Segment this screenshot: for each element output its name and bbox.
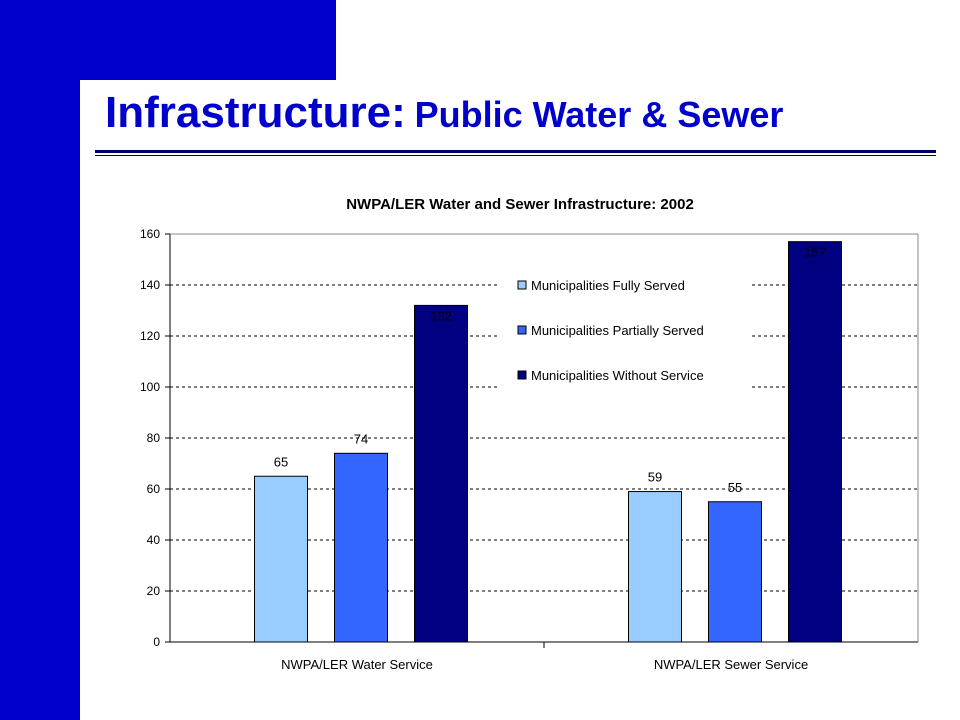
y-tick-label: 160 (140, 227, 160, 241)
y-tick-label: 60 (147, 482, 161, 496)
legend-background (498, 266, 750, 392)
legend-swatch (517, 280, 527, 290)
y-tick-label: 100 (140, 380, 160, 394)
slide-title: Infrastructure: Public Water & Sewer (105, 88, 783, 138)
title-rule-thin (95, 155, 936, 156)
data-label: 65 (274, 454, 288, 469)
axis-layer: 0 20 40 60 80 100 120 140 160 NWPA/LER Water Serv… (140, 227, 919, 672)
y-tick-label: 140 (140, 278, 160, 292)
slide-title-sub: Public Water & Sewer (414, 94, 784, 135)
y-tick-label: 20 (147, 584, 161, 598)
chart-title: NWPA/LER Water and Sewer Infrastructure:… (346, 196, 694, 213)
legend: Municipalities Fully Served Municipalitie… (498, 266, 750, 392)
y-tick-label: 120 (140, 329, 160, 343)
x-tick-label: NWPA/LER Sewer Service (654, 657, 808, 672)
legend-label: Municipalities Without Service (531, 368, 704, 383)
data-label: 157 (804, 245, 826, 260)
title-rule-thick (95, 150, 936, 153)
legend-label: Municipalities Partially Served (531, 323, 704, 338)
top-blue-block (0, 0, 336, 80)
bars-layer: 65 74 132 59 55 157 (254, 241, 842, 643)
bar (334, 452, 388, 643)
y-tick-label: 80 (147, 431, 161, 445)
bar (414, 304, 468, 643)
x-tick-label: NWPA/LER Water Service (281, 657, 433, 672)
data-label: 59 (648, 470, 662, 485)
data-label: 55 (728, 480, 742, 495)
bar (628, 491, 682, 643)
slide-title-main: Infrastructure: (105, 88, 406, 137)
y-tick-label: 0 (153, 635, 160, 649)
legend-swatch (517, 325, 527, 335)
bar (708, 501, 762, 643)
left-blue-bar (0, 0, 80, 720)
bar (254, 475, 308, 643)
legend-swatch (517, 370, 527, 380)
data-label: 74 (354, 431, 368, 446)
data-label: 132 (430, 308, 452, 323)
y-tick-label: 40 (147, 533, 161, 547)
legend-label: Municipalities Fully Served (531, 278, 685, 293)
bar (788, 241, 842, 643)
